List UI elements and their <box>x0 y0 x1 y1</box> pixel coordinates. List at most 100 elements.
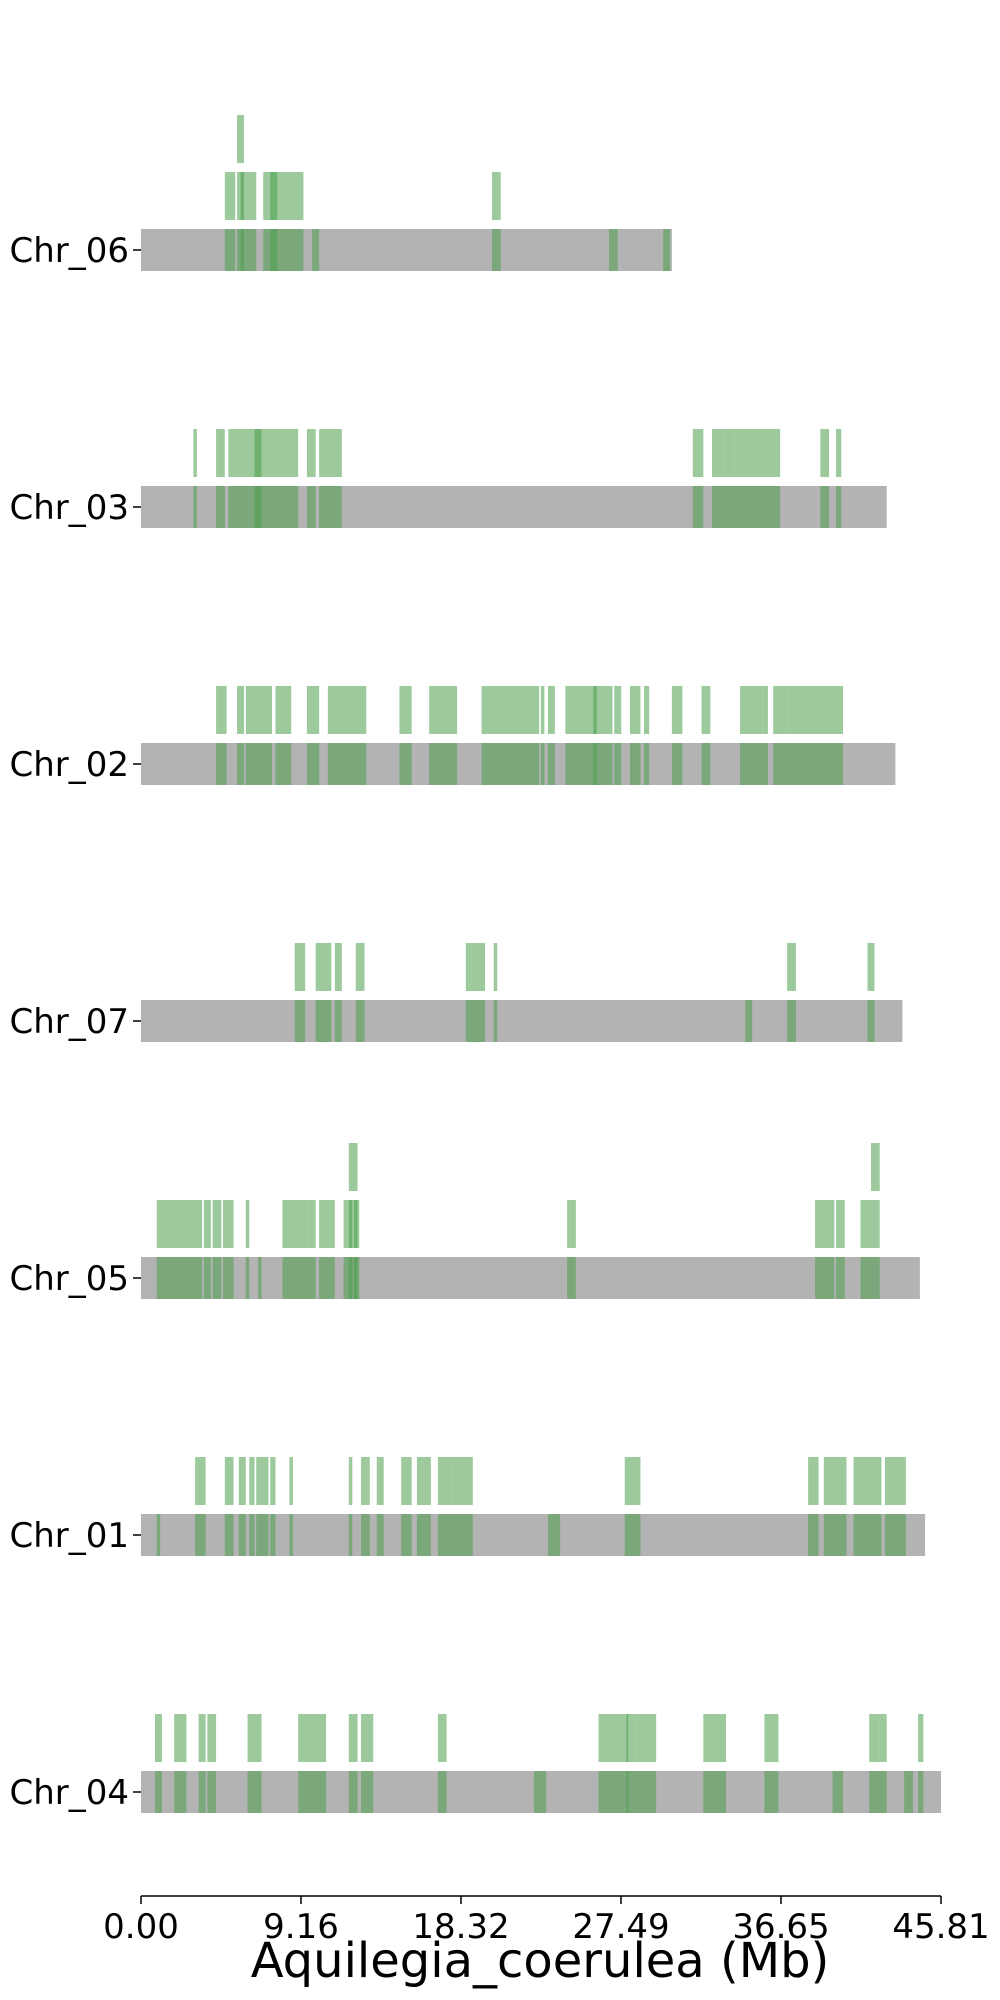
segment-overlay <box>224 229 236 271</box>
segment-overlay <box>261 1514 269 1556</box>
segment-mark <box>739 686 763 734</box>
segment-mark <box>174 1714 187 1762</box>
segment-overlay <box>918 1771 924 1813</box>
segment-overlay <box>154 1771 162 1813</box>
segment-overlay <box>701 743 711 785</box>
segment-overlay <box>198 1771 206 1813</box>
segment-mark <box>334 943 342 991</box>
segment-overlay <box>547 1514 561 1556</box>
segment-mark <box>598 1714 629 1762</box>
segment-overlay <box>343 1257 353 1299</box>
segment-overlay <box>593 743 613 785</box>
segment-mark <box>867 943 875 991</box>
segment-mark <box>238 1457 246 1505</box>
x-tick-label: 9.16 <box>263 1907 339 1947</box>
segment-overlay <box>533 1771 547 1813</box>
segment-overlay <box>361 1771 374 1813</box>
segment-overlay <box>624 1514 641 1556</box>
x-tick-label: 45.81 <box>892 1907 989 1947</box>
segment-overlay <box>306 486 316 528</box>
segment-overlay <box>635 1771 657 1813</box>
segment-overlay <box>860 1257 871 1299</box>
segment-mark <box>465 943 486 991</box>
segment-overlay <box>263 229 304 271</box>
segment-mark <box>416 1457 431 1505</box>
segment-mark <box>870 1143 880 1191</box>
segment-overlay <box>745 1000 753 1042</box>
segment-overlay <box>567 1257 576 1299</box>
segment-overlay <box>348 1771 358 1813</box>
segment-overlay <box>739 743 763 785</box>
segment-mark <box>245 686 272 734</box>
segment-mark <box>306 686 320 734</box>
segment-mark <box>492 172 501 220</box>
segment-mark <box>212 1200 222 1248</box>
segment-overlay <box>451 1514 463 1556</box>
segment-overlay <box>224 1514 234 1556</box>
segment-overlay <box>663 229 671 271</box>
segment-overlay <box>762 743 768 785</box>
segment-mark <box>224 172 236 220</box>
segment-mark <box>829 1200 835 1248</box>
segment-overlay <box>869 1771 880 1813</box>
segment-overlay <box>629 743 641 785</box>
segment-mark <box>249 172 257 220</box>
segment-mark <box>154 1714 162 1762</box>
segment-mark <box>870 1200 880 1248</box>
segment-overlay <box>764 1771 779 1813</box>
segment-mark <box>348 1143 358 1191</box>
segment-overlay <box>808 1514 819 1556</box>
segment-overlay <box>399 743 412 785</box>
segment-overlay <box>565 743 582 785</box>
segment-overlay <box>401 1514 412 1556</box>
segment-mark <box>195 1457 206 1505</box>
segment-overlay <box>247 1771 262 1813</box>
segment-overlay <box>156 1514 161 1556</box>
segment-overlay <box>870 1257 880 1299</box>
segment-overlay <box>319 486 342 528</box>
segment-mark <box>245 1200 250 1248</box>
segment-overlay <box>493 1000 498 1042</box>
chromosome-row: Chr_04 <box>9 1714 941 1813</box>
segment-mark <box>247 1714 262 1762</box>
chromosome-label: Chr_07 <box>9 1002 129 1042</box>
segment-overlay <box>879 1771 887 1813</box>
segment-mark <box>853 1457 864 1505</box>
segment-overlay <box>334 1000 342 1042</box>
segment-overlay <box>609 229 618 271</box>
chromosome-label: Chr_01 <box>9 1516 129 1556</box>
segment-mark <box>308 1200 316 1248</box>
segment-mark <box>327 686 367 734</box>
segment-mark <box>198 1714 206 1762</box>
segment-mark <box>361 1714 374 1762</box>
segment-mark <box>629 686 641 734</box>
segment-mark <box>547 686 555 734</box>
segment-mark <box>401 1457 412 1505</box>
segment-overlay <box>815 1257 830 1299</box>
chromosome-label: Chr_05 <box>9 1259 129 1299</box>
segment-overlay <box>361 1514 367 1556</box>
segment-overlay <box>462 1514 473 1556</box>
segment-mark <box>203 1200 211 1248</box>
segment-overlay <box>212 1257 222 1299</box>
segment-mark <box>275 686 292 734</box>
segment-overlay <box>626 1771 636 1813</box>
segment-overlay <box>836 1257 845 1299</box>
segment-mark <box>692 429 704 477</box>
segment-mark <box>884 1457 894 1505</box>
segment-mark <box>298 1714 327 1762</box>
segment-mark <box>462 1457 473 1505</box>
segment-mark <box>193 429 197 477</box>
segment-overlay <box>298 1771 327 1813</box>
chromosome-label: Chr_03 <box>9 488 129 528</box>
segment-overlay <box>203 1257 211 1299</box>
segment-overlay <box>249 1514 255 1556</box>
segment-mark <box>893 1457 906 1505</box>
x-axis-label: Aquilegia_coerulea (Mb) <box>251 1933 830 1989</box>
segment-overlay <box>156 1257 203 1299</box>
segment-overlay <box>836 486 842 528</box>
segment-overlay <box>376 1514 384 1556</box>
segment-mark <box>581 686 597 734</box>
segment-overlay <box>712 486 725 528</box>
